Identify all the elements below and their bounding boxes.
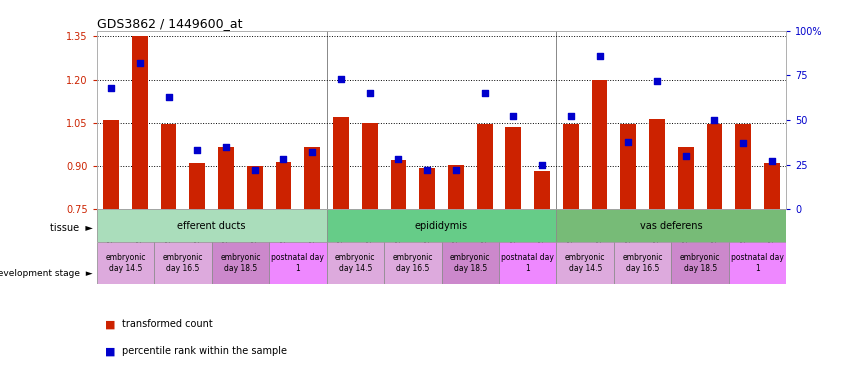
Bar — [477, 124, 493, 209]
Point — [277, 156, 290, 162]
Bar — [247, 166, 262, 209]
Point — [708, 117, 722, 123]
Text: ■: ■ — [105, 319, 115, 329]
Bar — [326, 242, 384, 284]
Point — [765, 158, 779, 164]
Point — [363, 90, 377, 96]
Point — [564, 113, 578, 119]
Bar — [362, 123, 378, 209]
Text: ■: ■ — [105, 346, 115, 356]
Bar — [132, 36, 148, 209]
Bar — [154, 242, 212, 284]
Bar — [729, 242, 786, 284]
Bar — [103, 120, 119, 209]
Bar — [448, 165, 463, 209]
Bar — [649, 119, 665, 209]
Bar — [614, 242, 671, 284]
Bar — [161, 124, 177, 209]
Text: postnatal day
1: postnatal day 1 — [501, 253, 554, 273]
Point — [104, 85, 118, 91]
Text: development stage  ►: development stage ► — [0, 269, 93, 278]
Bar — [97, 242, 154, 284]
Bar — [420, 168, 435, 209]
Bar — [764, 163, 780, 209]
Point — [133, 60, 146, 66]
Bar — [384, 242, 442, 284]
Text: tissue  ►: tissue ► — [50, 223, 93, 233]
Text: efferent ducts: efferent ducts — [177, 221, 246, 231]
Text: embryonic
day 16.5: embryonic day 16.5 — [162, 253, 204, 273]
Bar — [499, 242, 557, 284]
Text: embryonic
day 14.5: embryonic day 14.5 — [565, 253, 606, 273]
Text: postnatal day
1: postnatal day 1 — [272, 253, 325, 273]
Bar — [326, 209, 557, 242]
Point — [737, 140, 750, 146]
Point — [679, 153, 692, 159]
Text: GDS3862 / 1449600_at: GDS3862 / 1449600_at — [97, 17, 242, 30]
Point — [650, 78, 664, 84]
Bar — [592, 80, 607, 209]
Text: postnatal day
1: postnatal day 1 — [731, 253, 784, 273]
Point — [593, 53, 606, 59]
Text: embryonic
day 18.5: embryonic day 18.5 — [680, 253, 721, 273]
Bar — [333, 117, 349, 209]
Bar — [189, 163, 205, 209]
Bar — [534, 170, 550, 209]
Text: embryonic
day 16.5: embryonic day 16.5 — [622, 253, 663, 273]
Text: transformed count: transformed count — [122, 319, 213, 329]
Text: epididymis: epididymis — [415, 221, 468, 231]
Bar — [390, 161, 406, 209]
Text: embryonic
day 18.5: embryonic day 18.5 — [450, 253, 490, 273]
Point — [161, 94, 175, 100]
Bar — [557, 242, 614, 284]
Text: vas deferens: vas deferens — [640, 221, 703, 231]
Bar — [218, 147, 234, 209]
Text: embryonic
day 16.5: embryonic day 16.5 — [393, 253, 433, 273]
Text: embryonic
day 18.5: embryonic day 18.5 — [220, 253, 261, 273]
Point — [506, 113, 520, 119]
Bar — [212, 242, 269, 284]
Bar — [706, 124, 722, 209]
Point — [305, 149, 319, 155]
Point — [191, 147, 204, 154]
Bar — [557, 209, 786, 242]
Point — [449, 167, 463, 173]
Point — [621, 139, 635, 145]
Point — [334, 76, 347, 82]
Bar — [505, 127, 521, 209]
Text: percentile rank within the sample: percentile rank within the sample — [122, 346, 287, 356]
Point — [248, 167, 262, 173]
Bar — [678, 147, 694, 209]
Bar — [304, 147, 320, 209]
Bar — [563, 124, 579, 209]
Point — [220, 144, 233, 150]
Bar — [735, 124, 751, 209]
Text: embryonic
day 14.5: embryonic day 14.5 — [335, 253, 376, 273]
Point — [420, 167, 434, 173]
Bar — [671, 242, 729, 284]
Bar — [442, 242, 499, 284]
Bar — [97, 209, 326, 242]
Point — [536, 162, 549, 168]
Bar — [621, 124, 636, 209]
Bar — [269, 242, 326, 284]
Point — [392, 156, 405, 162]
Text: embryonic
day 14.5: embryonic day 14.5 — [105, 253, 145, 273]
Point — [478, 90, 491, 96]
Bar — [276, 162, 291, 209]
